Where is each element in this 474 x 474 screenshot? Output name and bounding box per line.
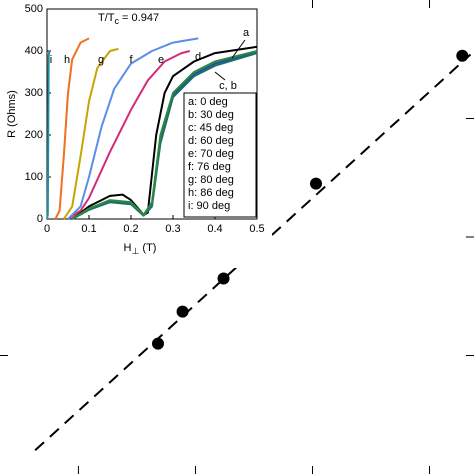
curve-label: e (158, 54, 164, 66)
point (456, 49, 469, 62)
y-tick-label: 500 (25, 3, 43, 15)
label-leader (214, 71, 226, 81)
plot-frame (46, 8, 258, 220)
y-tick-label: 400 (25, 45, 43, 57)
curve-label: c, b (219, 80, 237, 92)
legend-entry: b: 30 deg (188, 109, 234, 121)
curve-label: a (243, 27, 250, 39)
legend-entry: d: 60 deg (188, 135, 234, 147)
inset: 0 0.1 0.2 0.3 0.4 0.5 0 100 200 300 400 500 a: 0 deg… (0, 0, 272, 268)
x-tick-label: 0.3 (165, 223, 180, 235)
legend-entry: g: 80 deg (188, 174, 234, 186)
legend-entry: c: 45 deg (188, 122, 233, 134)
legend-entry: e: 70 deg (188, 148, 234, 160)
label-leader (231, 39, 246, 59)
x-tick-label: 0.2 (123, 223, 138, 235)
title-part: = 0.947 (119, 12, 159, 24)
x-tick-label: 0.1 (81, 223, 96, 235)
curve (54, 37, 90, 220)
curve (46, 50, 51, 220)
title-part: T/T (98, 12, 115, 24)
x-axis-label: H⊥ (T) (124, 242, 157, 256)
legend-entry: h: 86 deg (188, 187, 234, 199)
legend-entry: f: 76 deg (188, 161, 231, 173)
x-label-part: H (124, 242, 132, 254)
fit-line (34, 53, 472, 452)
curve (71, 45, 258, 220)
legend-entry: a: 0 deg (188, 96, 228, 108)
curve-label: i (50, 54, 52, 66)
x-label-part: ⊥ (132, 246, 140, 256)
y-axis-label: R (Ohms) (6, 90, 18, 138)
inset-title: T/Tc = 0.947 (98, 12, 159, 26)
y-tick-label: 100 (25, 171, 43, 183)
curve (71, 50, 258, 220)
curve-label: d (195, 51, 201, 63)
curve (71, 52, 258, 220)
x-tick-label: 0.5 (249, 223, 264, 235)
x-tick-label: 0 (44, 223, 50, 235)
y-tick-label: 0 (37, 213, 43, 225)
point (310, 177, 322, 190)
legend-box (183, 92, 257, 218)
y-tick-label: 200 (25, 129, 43, 141)
legend-entry: i: 90 deg (188, 200, 230, 212)
curve-label: h (64, 54, 70, 66)
x-tick-label: 0.4 (207, 223, 222, 235)
y-tick-label: 300 (25, 87, 43, 99)
curve (67, 37, 199, 220)
curve (67, 50, 191, 220)
curve (62, 47, 119, 220)
x-label-part: (T) (139, 242, 156, 254)
curve-label: f (129, 54, 133, 66)
curve-label: g (98, 54, 104, 66)
title-part: c (115, 16, 120, 26)
